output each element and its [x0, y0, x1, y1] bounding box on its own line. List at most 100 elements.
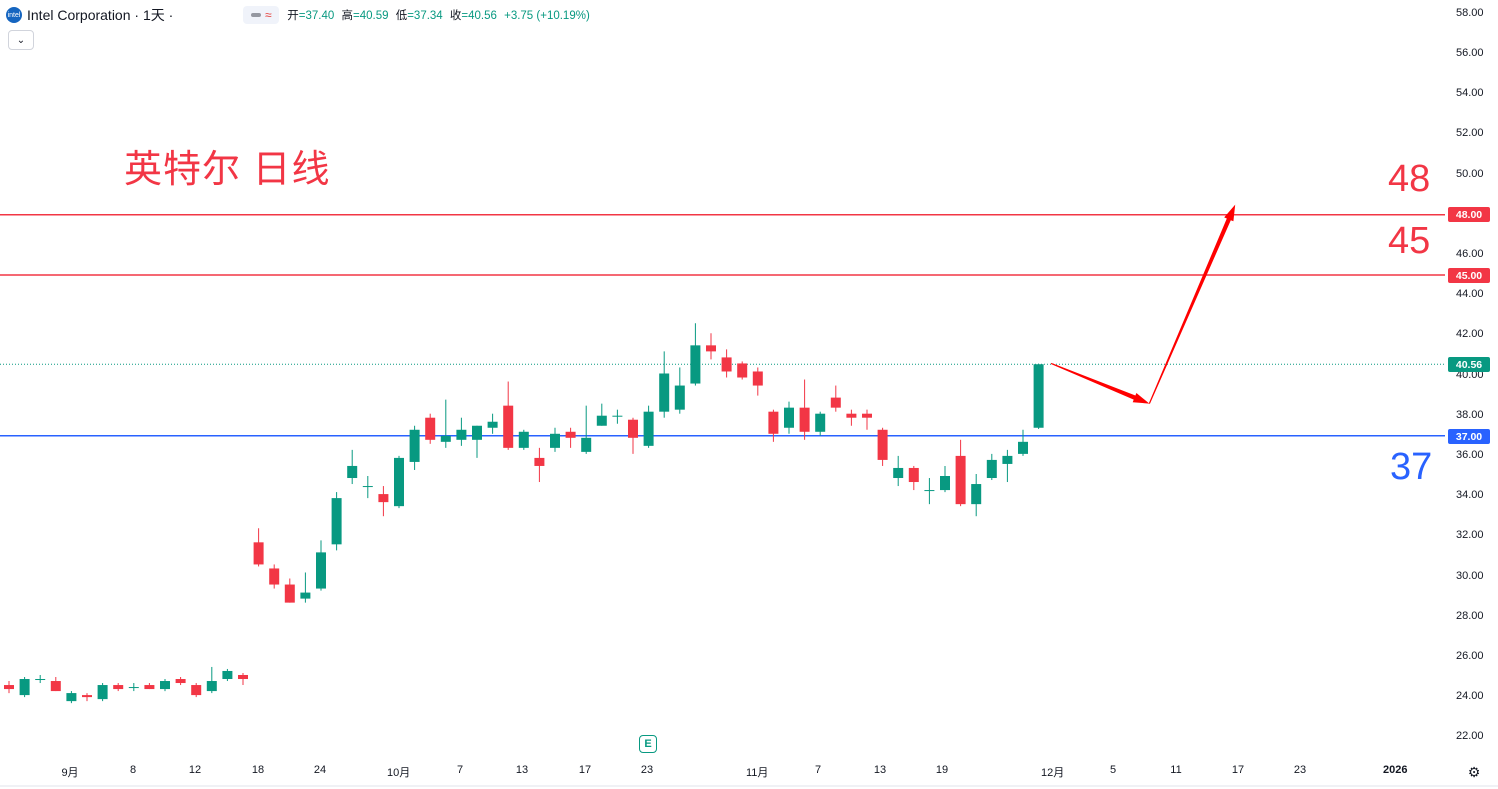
gear-icon[interactable]: ⚙: [1467, 764, 1481, 780]
candle: [534, 447, 545, 483]
candle-body: [35, 679, 46, 681]
candle: [518, 429, 529, 450]
candle-body: [128, 687, 139, 689]
y-tick-label: 26.00: [1456, 649, 1484, 662]
y-tick-label: 42.00: [1456, 328, 1484, 341]
candle-body: [300, 592, 311, 599]
candle: [659, 351, 670, 418]
candle: [269, 564, 280, 589]
candle-body: [877, 429, 888, 460]
candle-body: [940, 476, 950, 491]
candle: [19, 677, 30, 698]
candle: [971, 473, 982, 517]
x-tick-label: 24: [313, 764, 327, 776]
candle-body: [253, 542, 264, 565]
candle: [815, 411, 826, 436]
candle-body: [269, 568, 280, 585]
candle-body: [893, 467, 904, 479]
candle-body: [565, 431, 576, 438]
candle: [409, 425, 420, 470]
candle-body: [581, 437, 592, 452]
candle-body: [830, 397, 841, 408]
collapse-legend-button[interactable]: ⌄: [8, 30, 34, 50]
candle: [768, 409, 779, 442]
candle: [300, 572, 311, 603]
y-tick-label: 30.00: [1456, 569, 1484, 582]
candle-body: [238, 674, 248, 680]
y-tick-label: 50.00: [1456, 167, 1484, 180]
candle: [1002, 449, 1013, 483]
chevron-down-icon: ⌄: [16, 34, 26, 46]
candle-body: [222, 670, 233, 680]
candle: [316, 540, 326, 591]
symbol-title[interactable]: Intel Corporation · 1天 ·: [27, 7, 174, 23]
x-tick-label: 2026: [1383, 764, 1408, 776]
arrow-down-segment[interactable]: [1050, 362, 1150, 404]
low-key: 低: [395, 10, 408, 22]
candle-body: [659, 373, 670, 412]
candle-body: [206, 681, 217, 692]
candle: [128, 683, 139, 692]
indicator-toggle-button[interactable]: ≈: [243, 6, 280, 24]
candle: [175, 677, 186, 686]
candle: [581, 405, 592, 454]
earnings-marker-icon[interactable]: E: [639, 735, 657, 753]
candle: [550, 427, 560, 452]
close-value: =40.56: [461, 10, 497, 22]
candle: [440, 399, 451, 448]
candle-body: [394, 457, 404, 507]
candle-body: [643, 411, 654, 446]
arrow-up-segment[interactable]: [1148, 204, 1236, 404]
candle-body: [113, 685, 124, 690]
horizontal-lines: [0, 213, 1445, 437]
candle: [721, 349, 732, 378]
candle: [253, 528, 264, 567]
y-tick-label: 46.00: [1456, 247, 1484, 260]
candle: [4, 681, 14, 694]
candle-body: [971, 484, 982, 505]
candle: [394, 455, 404, 509]
candlestick-series: [4, 323, 1044, 704]
candle: [284, 578, 295, 603]
candle: [596, 403, 607, 426]
candle: [378, 486, 389, 517]
candle-body: [924, 490, 935, 492]
candle-body: [503, 405, 514, 448]
candle-body: [284, 584, 295, 603]
candle-body: [378, 494, 389, 503]
price-badge-45: 45.00: [1448, 268, 1490, 283]
chart-header: intel Intel Corporation · 1天 · ≈ 开=37.40…: [6, 5, 594, 25]
low-value: =37.34: [407, 10, 443, 22]
candle: [425, 413, 436, 444]
candle-body: [19, 679, 30, 696]
candle-body: [331, 498, 342, 545]
x-tick-label: 19: [935, 764, 949, 776]
x-tick-label: 10月: [387, 767, 411, 779]
x-tick-label: 13: [515, 764, 529, 776]
label-45: 45: [1388, 220, 1431, 262]
x-tick-label: 23: [640, 764, 654, 776]
candle: [66, 691, 77, 704]
candle-body: [518, 431, 529, 448]
candle-body: [550, 433, 560, 448]
candle-body: [487, 421, 498, 428]
y-tick-label: 54.00: [1456, 87, 1484, 100]
candle-body: [846, 413, 857, 418]
intel-logo-icon: intel: [6, 7, 22, 23]
open-value: =37.40: [298, 10, 335, 22]
candle-body: [862, 413, 872, 418]
candle: [784, 401, 794, 434]
candle: [752, 367, 763, 396]
x-tick-label: 18: [251, 764, 265, 776]
candle-body: [596, 415, 607, 426]
candle: [362, 476, 373, 499]
candle: [830, 385, 841, 412]
wave-icon: ≈: [265, 8, 272, 22]
candle: [877, 427, 888, 466]
candle-body: [97, 685, 108, 700]
candle-body: [456, 429, 467, 440]
high-key: 高: [341, 10, 354, 22]
candle-body: [752, 371, 763, 386]
candle-body: [409, 429, 420, 462]
